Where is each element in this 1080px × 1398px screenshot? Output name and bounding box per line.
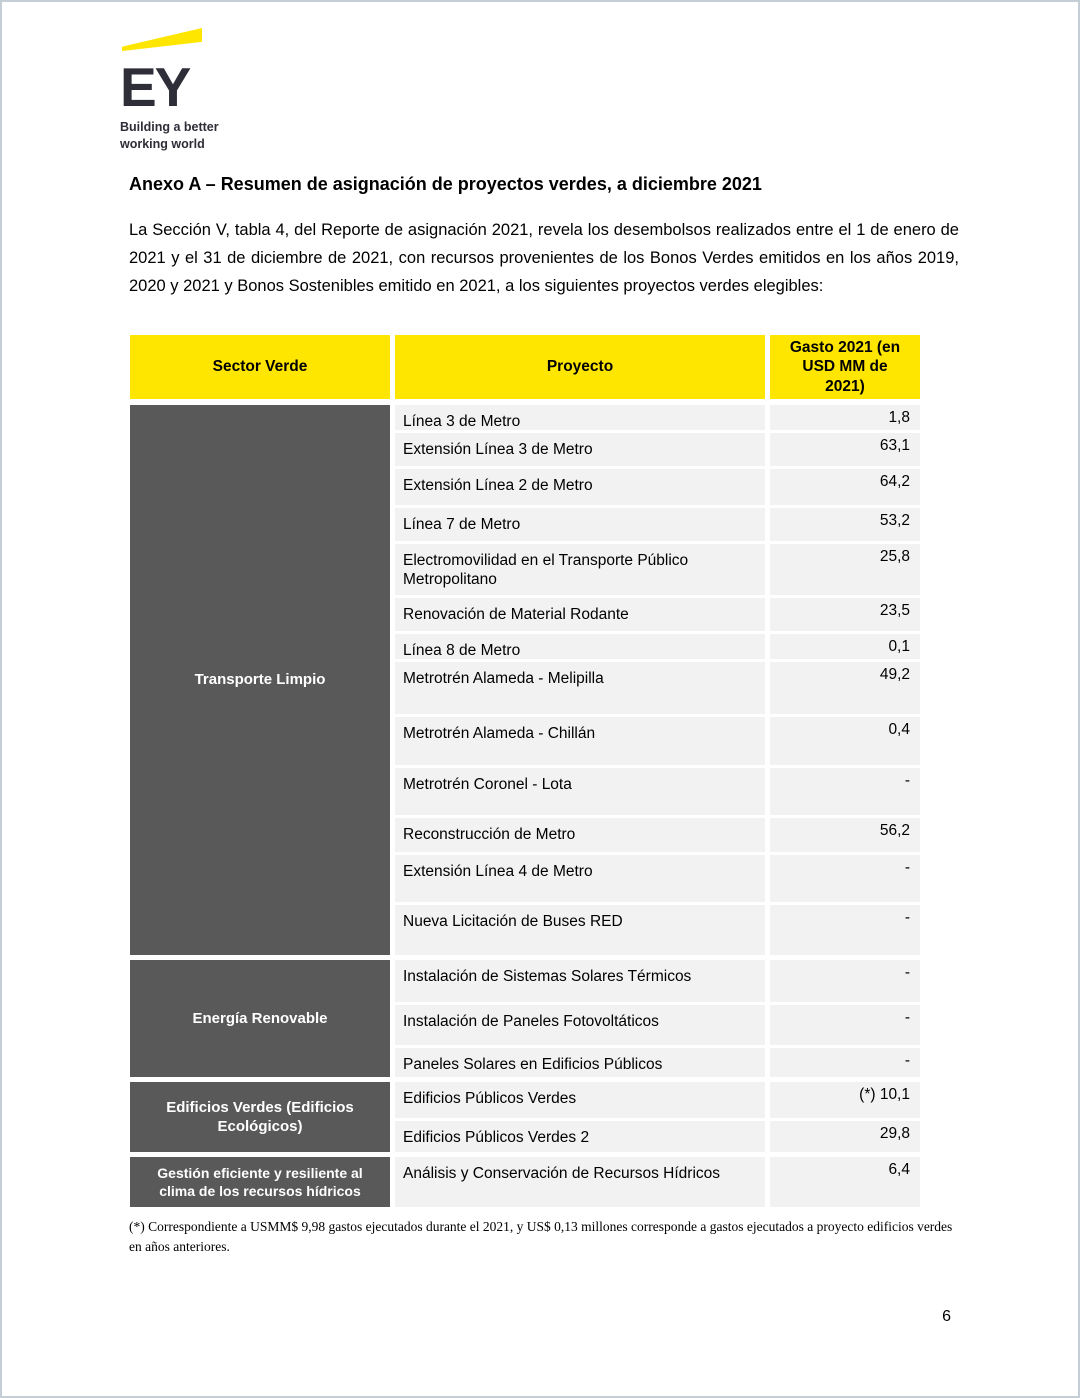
gasto-cell: - xyxy=(770,905,920,955)
gasto-cell: 56,2 xyxy=(770,818,920,852)
proyecto-cell: Edificios Públicos Verdes 2 xyxy=(395,1121,765,1152)
proyecto-cell: Electromovilidad en el Transporte Públic… xyxy=(395,544,765,595)
gasto-cell: - xyxy=(770,960,920,1002)
gasto-cell: 0,4 xyxy=(770,717,920,765)
table-row: Edificios Públicos Verdes 2 29,8 xyxy=(395,1121,920,1152)
gasto-cell: 53,2 xyxy=(770,508,920,541)
table-row: Electromovilidad en el Transporte Públic… xyxy=(395,544,920,595)
header-proyecto: Proyecto xyxy=(395,335,765,399)
table-row: Línea 7 de Metro 53,2 xyxy=(395,508,920,541)
gasto-cell: 29,8 xyxy=(770,1121,920,1152)
table-row: Metrotrén Alameda - Melipilla 49,2 xyxy=(395,662,920,714)
gasto-cell: (*) 10,1 xyxy=(770,1082,920,1118)
table-row: Línea 3 de Metro 1,8 xyxy=(395,405,920,430)
header-sector-verde: Sector Verde xyxy=(130,335,390,399)
proyecto-cell: Línea 3 de Metro xyxy=(395,405,765,430)
header-gasto-2021: Gasto 2021 (en USD MM de 2021) xyxy=(770,335,920,399)
section-rows: Instalación de Sistemas Solares Térmicos… xyxy=(395,960,920,1077)
gasto-cell: 49,2 xyxy=(770,662,920,714)
gasto-cell: - xyxy=(770,1005,920,1045)
proyecto-cell: Instalación de Paneles Fotovoltáticos xyxy=(395,1005,765,1045)
ey-logo-text: EY xyxy=(120,56,191,118)
section-rows: Línea 3 de Metro 1,8 Extensión Línea 3 de … xyxy=(395,405,920,955)
proyecto-cell: Línea 8 de Metro xyxy=(395,634,765,659)
green-projects-table: Sector Verde Proyecto Gasto 2021 (en USD… xyxy=(130,335,920,1207)
proyecto-cell: Metrotrén Alameda - Chillán xyxy=(395,717,765,765)
proyecto-cell: Paneles Solares en Edificios Públicos xyxy=(395,1048,765,1077)
table-row: Extensión Línea 2 de Metro 64,2 xyxy=(395,469,920,505)
sector-cell: Gestión eficiente y resiliente al clima … xyxy=(130,1157,390,1207)
table-row: Análisis y Conservación de Recursos Hídr… xyxy=(395,1157,920,1207)
proyecto-cell: Análisis y Conservación de Recursos Hídr… xyxy=(395,1157,765,1207)
sector-cell: Edificios Verdes (Edificios Ecológicos) xyxy=(130,1082,390,1152)
proyecto-cell: Extensión Línea 3 de Metro xyxy=(395,433,765,466)
gasto-cell: 0,1 xyxy=(770,634,920,659)
proyecto-cell: Metrotrén Coronel - Lota xyxy=(395,768,765,815)
table-row: Metrotrén Coronel - Lota - xyxy=(395,768,920,815)
table-body: Transporte Limpio Línea 3 de Metro 1,8 Exte… xyxy=(130,405,920,1207)
proyecto-cell: Edificios Públicos Verdes xyxy=(395,1082,765,1118)
proyecto-cell: Nueva Licitación de Buses RED xyxy=(395,905,765,955)
ey-tagline: Building a better working world xyxy=(120,120,219,151)
gasto-cell: 25,8 xyxy=(770,544,920,595)
table-row: Instalación de Paneles Fotovoltáticos - xyxy=(395,1005,920,1045)
table-row: Edificios Públicos Verdes (*) 10,1 xyxy=(395,1082,920,1118)
sector-cell: Transporte Limpio xyxy=(130,405,390,955)
gasto-cell: 6,4 xyxy=(770,1157,920,1207)
proyecto-cell: Metrotrén Alameda - Melipilla xyxy=(395,662,765,714)
proyecto-cell: Renovación de Material Rodante xyxy=(395,598,765,631)
gasto-cell: 1,8 xyxy=(770,405,920,430)
proyecto-cell: Reconstrucción de Metro xyxy=(395,818,765,852)
proyecto-cell: Línea 7 de Metro xyxy=(395,508,765,541)
proyecto-cell: Extensión Línea 4 de Metro xyxy=(395,855,765,902)
gasto-cell: - xyxy=(770,768,920,815)
gasto-cell: - xyxy=(770,1048,920,1077)
table-row: Instalación de Sistemas Solares Térmicos… xyxy=(395,960,920,1002)
table-row: Extensión Línea 3 de Metro 63,1 xyxy=(395,433,920,466)
gasto-cell: 63,1 xyxy=(770,433,920,466)
table-section: Gestión eficiente y resiliente al clima … xyxy=(130,1157,920,1207)
ey-beam-icon xyxy=(122,28,202,52)
intro-paragraph: La Sección V, tabla 4, del Reporte de as… xyxy=(129,221,959,295)
gasto-cell: 23,5 xyxy=(770,598,920,631)
sector-cell: Energía Renovable xyxy=(130,960,390,1077)
section-rows: Edificios Públicos Verdes (*) 10,1 Edifici… xyxy=(395,1082,920,1152)
table-row: Línea 8 de Metro 0,1 xyxy=(395,634,920,659)
table-section: Edificios Verdes (Edificios Ecológicos) E… xyxy=(130,1082,920,1152)
table-row: Extensión Línea 4 de Metro - xyxy=(395,855,920,902)
table-row: Paneles Solares en Edificios Públicos - xyxy=(395,1048,920,1077)
page-title: Anexo A – Resumen de asignación de proye… xyxy=(129,174,762,194)
gasto-cell: - xyxy=(770,855,920,902)
table-row: Nueva Licitación de Buses RED - xyxy=(395,905,920,955)
footnote: (*) Correspondiente a USMM$ 9,98 gastos … xyxy=(129,1219,953,1255)
proyecto-cell: Instalación de Sistemas Solares Térmicos xyxy=(395,960,765,1002)
ey-logo: EY Building a better working world xyxy=(120,28,219,152)
table-section: Transporte Limpio Línea 3 de Metro 1,8 Exte… xyxy=(130,405,920,955)
proyecto-cell: Extensión Línea 2 de Metro xyxy=(395,469,765,505)
table-section: Energía Renovable Instalación de Sistemas… xyxy=(130,960,920,1077)
gasto-cell: 64,2 xyxy=(770,469,920,505)
page-number: 6 xyxy=(942,1308,951,1325)
table-row: Reconstrucción de Metro 56,2 xyxy=(395,818,920,852)
table-header-row: Sector Verde Proyecto Gasto 2021 (en USD… xyxy=(130,335,920,399)
table-row: Metrotrén Alameda - Chillán 0,4 xyxy=(395,717,920,765)
table-row: Renovación de Material Rodante 23,5 xyxy=(395,598,920,631)
section-rows: Análisis y Conservación de Recursos Hídr… xyxy=(395,1157,920,1207)
